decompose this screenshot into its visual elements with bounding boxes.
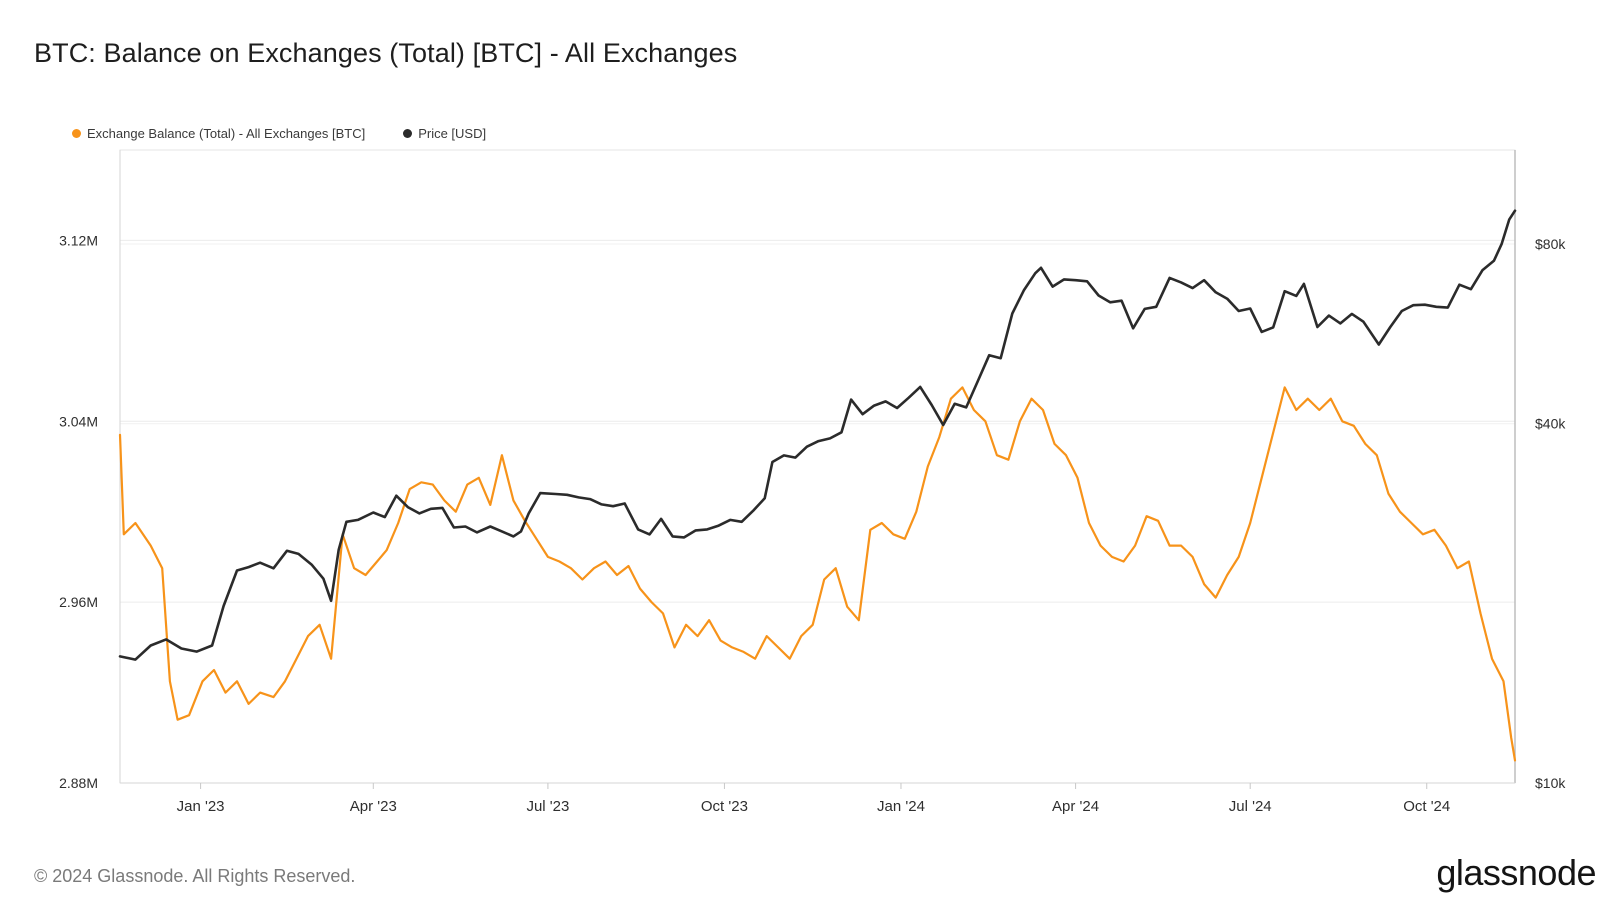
- glassnode-logo[interactable]: glassnode: [1436, 852, 1596, 893]
- legend-item-price[interactable]: Price [USD]: [403, 126, 486, 141]
- footer-copyright: © 2024 Glassnode. All Rights Reserved.: [34, 866, 356, 886]
- legend-label-balance: Exchange Balance (Total) - All Exchanges…: [87, 126, 366, 141]
- x-tick-label: Oct '23: [701, 798, 748, 815]
- grid-layer: [120, 239, 1515, 784]
- series-line-price: [118, 209, 1517, 661]
- x-tick-label: Apr '24: [1052, 798, 1099, 815]
- chart-legend: Exchange Balance (Total) - All Exchanges…: [72, 126, 524, 141]
- x-tick-label: Jul '24: [1229, 798, 1272, 815]
- x-tick-label: Oct '24: [1403, 798, 1450, 815]
- series-layer: [118, 209, 1517, 762]
- y-right-tick-label: $80k: [1535, 236, 1566, 252]
- legend-label-price: Price [USD]: [418, 126, 487, 141]
- x-tick-label: Jul '23: [526, 798, 569, 815]
- tick-layer: 2.88M 2.96M 3.04M 3.12M $10k $40k $80k Jan '23 A…: [59, 232, 1566, 815]
- legend-dot-price: [403, 129, 413, 138]
- x-tick-label: Jan '24: [877, 798, 925, 815]
- x-tick-label: Jan '23: [177, 798, 225, 815]
- y-right-tick-label: $40k: [1535, 416, 1566, 432]
- y-left-tick-label: 3.12M: [59, 232, 98, 248]
- y-left-tick-label: 2.88M: [59, 775, 98, 791]
- y-right-tick-label: $10k: [1535, 775, 1566, 791]
- y-left-tick-label: 3.04M: [59, 413, 98, 429]
- x-tick-label: Apr '23: [350, 798, 397, 815]
- chart-title: BTC: Balance on Exchanges (Total) [BTC] …: [34, 38, 738, 68]
- legend-dot-balance: [72, 129, 81, 138]
- y-left-tick-label: 2.96M: [59, 594, 98, 610]
- legend-item-balance[interactable]: Exchange Balance (Total) - All Exchanges…: [72, 126, 365, 141]
- series-line-exchange-balance: [118, 386, 1517, 762]
- plot-frame: [119, 149, 1516, 784]
